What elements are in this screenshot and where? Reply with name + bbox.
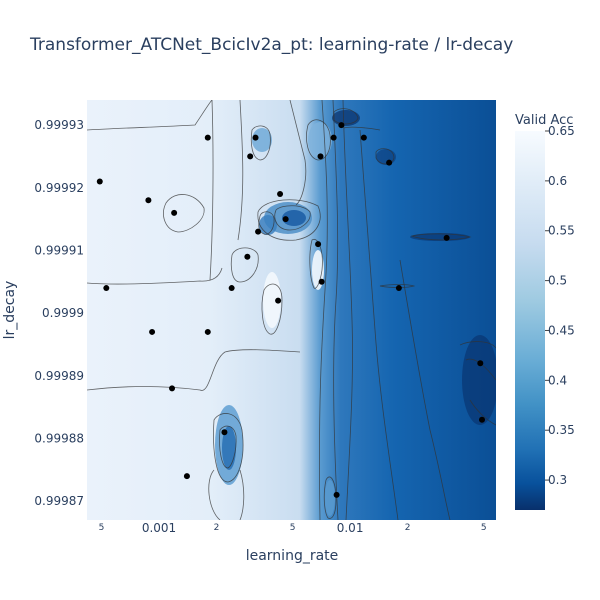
colorbar-tick-label-2: 0.55 [548, 224, 575, 238]
low-acc-region [282, 210, 306, 226]
sample-point-0 [96, 178, 103, 185]
colorbar-tick-label-6: 0.35 [548, 423, 575, 437]
colorbar: Valid Acc 0.65 0.6 0.55 0.5 0.45 0.4 0.35 0.3 [515, 113, 575, 510]
colorbar-tick-label-5: 0.4 [548, 373, 567, 387]
y-tick-label-6: 0.99993 [34, 118, 84, 132]
sample-point-10 [228, 285, 235, 292]
x-tick-label-1: 0.001 [142, 521, 176, 535]
sample-point-21 [330, 134, 337, 141]
y-axis-ticks: 0.99987 0.99988 0.99989 0.9999 0.99991 0.9999… [34, 118, 84, 508]
sample-point-24 [360, 134, 367, 141]
sample-point-13 [252, 134, 259, 141]
sample-point-6 [183, 473, 190, 480]
colorbar-ticks: 0.65 0.6 0.55 0.5 0.45 0.4 0.35 0.3 [545, 124, 575, 487]
sample-point-14 [255, 228, 262, 235]
sample-point-12 [247, 153, 254, 160]
x-tick-label-6: 5 [481, 523, 487, 533]
x-tick-label-3: 5 [290, 523, 296, 533]
sample-point-3 [149, 328, 156, 335]
x-tick-label-5: 2 [405, 523, 411, 533]
y-tick-label-1: 0.99988 [34, 432, 84, 446]
sample-point-11 [244, 253, 251, 260]
sample-point-8 [204, 328, 211, 335]
low-acc-region [462, 335, 496, 425]
sample-point-20 [317, 153, 324, 160]
low-acc-region [332, 110, 360, 126]
sample-point-19 [318, 278, 325, 285]
sample-point-7 [204, 134, 211, 141]
y-tick-label-4: 0.99991 [34, 243, 84, 257]
colorbar-tick-label-4: 0.45 [548, 323, 575, 337]
sample-point-25 [386, 159, 393, 166]
sample-point-1 [103, 285, 110, 292]
sample-point-4 [169, 385, 176, 392]
sample-point-27 [443, 234, 450, 241]
sample-point-17 [282, 216, 289, 223]
chart-title: Transformer_ATCNet_BcicIv2a_pt: learning… [29, 35, 513, 55]
colorbar-tick-label-7: 0.3 [548, 473, 567, 487]
colorbar-tick-label-0: 0.65 [548, 124, 575, 138]
low-acc-region [222, 426, 236, 470]
colorbar-gradient [515, 131, 545, 510]
y-tick-label-0: 0.99987 [34, 494, 84, 508]
y-tick-label-3: 0.9999 [42, 306, 84, 320]
low-acc-region [376, 149, 396, 165]
sample-point-28 [477, 360, 484, 367]
low-acc-region [325, 480, 335, 516]
sample-point-18 [315, 241, 322, 248]
sample-point-2 [145, 197, 152, 204]
colorbar-tick-label-1: 0.6 [548, 174, 567, 188]
sample-point-26 [395, 285, 402, 292]
colorbar-tick-label-3: 0.5 [548, 274, 567, 288]
sample-point-23 [338, 122, 345, 129]
sample-point-5 [171, 209, 178, 216]
low-acc-region [252, 128, 272, 152]
x-tick-label-0: 5 [99, 523, 105, 533]
sample-point-16 [277, 191, 284, 198]
contour-field [87, 100, 496, 520]
colorbar-title: Valid Acc [515, 113, 573, 128]
y-tick-label-5: 0.99992 [34, 181, 84, 195]
x-axis-ticks: 5 0.001 2 5 0.01 2 5 [99, 521, 487, 535]
x-tick-label-2: 2 [214, 523, 220, 533]
y-tick-label-2: 0.99989 [34, 369, 84, 383]
sample-point-29 [479, 416, 486, 423]
low-acc-region [308, 122, 332, 158]
y-axis-title: lr_decay [2, 281, 18, 340]
contour-lines [87, 100, 496, 520]
sample-point-15 [275, 297, 282, 304]
sample-point-9 [221, 429, 228, 436]
plot-area [87, 100, 496, 520]
x-axis-title: learning_rate [246, 548, 339, 564]
sample-point-22 [333, 491, 340, 498]
x-tick-label-4: 0.01 [337, 521, 364, 535]
sample-points [96, 122, 486, 498]
